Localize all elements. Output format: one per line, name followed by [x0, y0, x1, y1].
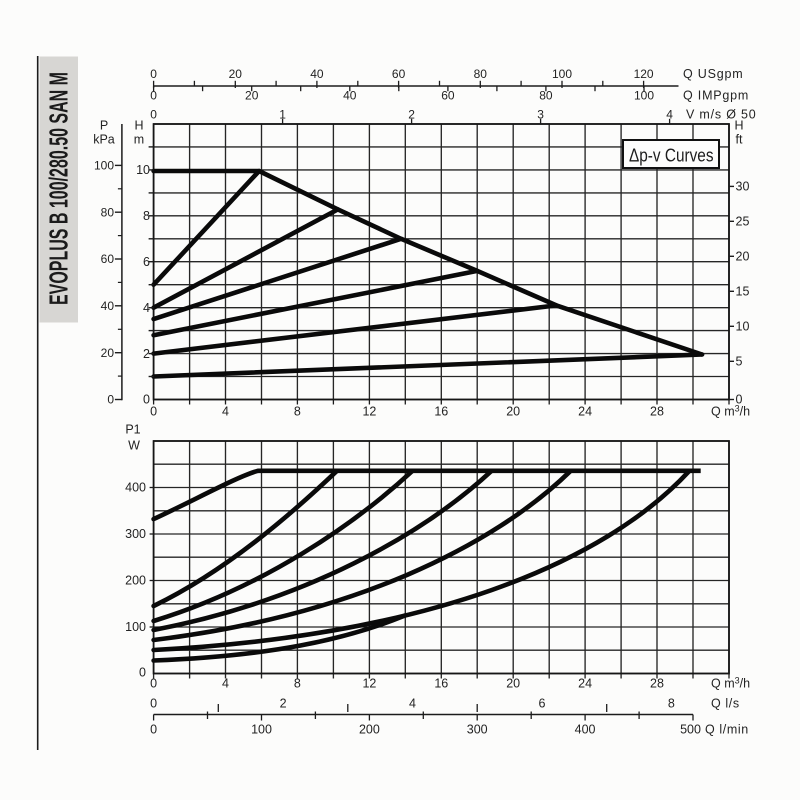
svg-text:60: 60 — [392, 67, 406, 81]
svg-text:W: W — [128, 439, 140, 453]
svg-text:60: 60 — [101, 252, 115, 266]
svg-text:15: 15 — [736, 285, 750, 299]
svg-text:24: 24 — [578, 677, 592, 691]
svg-text:Q l/min: Q l/min — [705, 723, 749, 737]
svg-text:10: 10 — [736, 320, 750, 334]
svg-text:m: m — [134, 133, 144, 147]
svg-text:8: 8 — [294, 405, 301, 419]
svg-text:500: 500 — [680, 723, 701, 737]
svg-text:40: 40 — [310, 67, 324, 81]
svg-text:2: 2 — [408, 108, 415, 122]
svg-text:Q m3/h: Q m3/h — [711, 404, 750, 419]
svg-text:P: P — [100, 119, 108, 133]
svg-text:4: 4 — [222, 405, 229, 419]
svg-text:1: 1 — [279, 108, 286, 122]
svg-text:EVOPLUS B 100/280.50 SAN M: EVOPLUS B 100/280.50 SAN M — [44, 72, 74, 305]
svg-text:400: 400 — [125, 481, 146, 495]
svg-text:16: 16 — [434, 677, 448, 691]
svg-text:4: 4 — [409, 697, 416, 711]
svg-text:3: 3 — [537, 108, 544, 122]
svg-text:25: 25 — [736, 215, 750, 229]
svg-text:400: 400 — [575, 723, 596, 737]
svg-text:8: 8 — [143, 209, 150, 223]
svg-text:V m/s Ø 50: V m/s Ø 50 — [686, 108, 757, 122]
svg-text:16: 16 — [434, 405, 448, 419]
svg-text:40: 40 — [101, 299, 115, 313]
svg-text:80: 80 — [101, 205, 115, 219]
svg-text:0: 0 — [150, 108, 157, 122]
svg-text:0: 0 — [107, 393, 114, 407]
svg-text:20: 20 — [736, 250, 750, 264]
svg-text:Q l/s: Q l/s — [711, 697, 740, 711]
svg-text:2: 2 — [280, 697, 287, 711]
svg-text:0: 0 — [150, 67, 157, 81]
svg-text:Q IMPgpm: Q IMPgpm — [683, 89, 749, 103]
svg-text:8: 8 — [294, 677, 301, 691]
svg-text:0: 0 — [150, 697, 157, 711]
svg-text:ft: ft — [736, 133, 743, 147]
svg-text:H: H — [734, 119, 743, 133]
svg-text:Δp-v Curves: Δp-v Curves — [629, 146, 714, 166]
svg-text:0: 0 — [736, 392, 743, 406]
svg-text:300: 300 — [467, 723, 488, 737]
svg-text:20: 20 — [229, 67, 243, 81]
svg-text:200: 200 — [125, 574, 146, 588]
svg-text:12: 12 — [362, 677, 376, 691]
svg-text:P1: P1 — [125, 423, 140, 437]
svg-text:100: 100 — [251, 723, 272, 737]
svg-text:kPa: kPa — [93, 133, 115, 147]
svg-text:80: 80 — [539, 89, 553, 103]
svg-text:20: 20 — [101, 346, 115, 360]
svg-text:4: 4 — [143, 301, 150, 315]
svg-text:0: 0 — [139, 666, 146, 680]
svg-text:0: 0 — [150, 723, 157, 737]
svg-text:80: 80 — [474, 67, 488, 81]
svg-text:8: 8 — [668, 697, 675, 711]
svg-text:0: 0 — [150, 677, 157, 691]
svg-text:0: 0 — [150, 405, 157, 419]
svg-text:0: 0 — [150, 89, 157, 103]
svg-text:100: 100 — [552, 67, 572, 81]
svg-text:200: 200 — [359, 723, 380, 737]
svg-text:100: 100 — [634, 89, 654, 103]
svg-text:40: 40 — [343, 89, 357, 103]
svg-text:0: 0 — [143, 393, 150, 407]
svg-text:20: 20 — [506, 405, 520, 419]
svg-text:2: 2 — [143, 347, 150, 361]
svg-text:4: 4 — [222, 677, 229, 691]
svg-text:Q USgpm: Q USgpm — [683, 67, 743, 81]
svg-text:28: 28 — [650, 405, 664, 419]
svg-text:5: 5 — [736, 355, 743, 369]
svg-text:20: 20 — [506, 677, 520, 691]
svg-text:30: 30 — [736, 180, 750, 194]
svg-text:6: 6 — [143, 255, 150, 269]
svg-text:6: 6 — [539, 697, 546, 711]
svg-text:12: 12 — [362, 405, 376, 419]
svg-text:Q m3/h: Q m3/h — [711, 676, 750, 691]
svg-text:20: 20 — [245, 89, 259, 103]
svg-text:28: 28 — [650, 677, 664, 691]
svg-text:H: H — [134, 119, 143, 133]
svg-text:120: 120 — [634, 67, 654, 81]
svg-text:100: 100 — [94, 159, 114, 173]
svg-text:24: 24 — [578, 405, 592, 419]
svg-text:100: 100 — [125, 620, 146, 634]
svg-text:4: 4 — [666, 108, 673, 122]
svg-text:300: 300 — [125, 527, 146, 541]
svg-text:60: 60 — [441, 89, 455, 103]
svg-text:10: 10 — [136, 163, 150, 177]
